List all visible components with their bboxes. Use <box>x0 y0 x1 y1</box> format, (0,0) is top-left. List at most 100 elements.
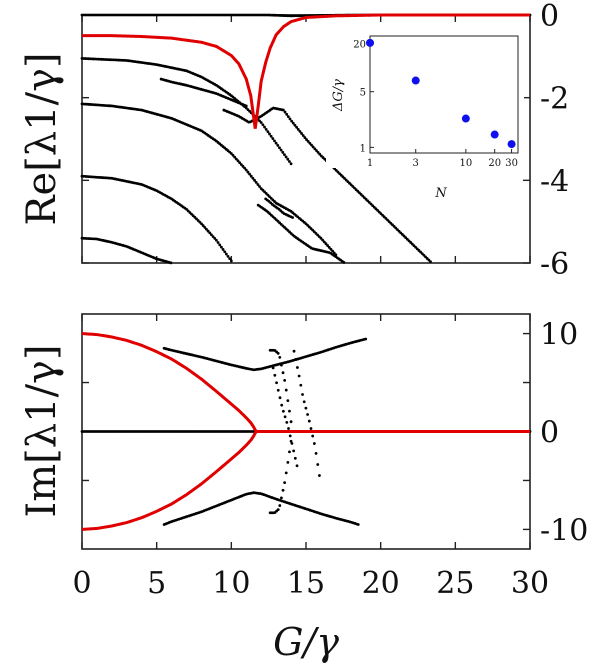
im-branch-5-point <box>284 471 288 475</box>
inset-ytick-label: 5 <box>360 88 366 99</box>
im-branch-2-point <box>278 396 282 400</box>
re-branch-3-point <box>315 149 318 152</box>
inset-data-point <box>490 130 499 139</box>
im-branch-3-point <box>296 366 299 369</box>
re-branch-1-point <box>289 162 293 166</box>
re-branch-3-point <box>285 112 289 116</box>
im-ytick-label: 0 <box>540 416 559 451</box>
im-xticks: 0 5 10 15 20 25 30 <box>72 314 549 601</box>
im-branch-2-point <box>271 366 275 370</box>
inset-background <box>326 32 524 168</box>
im-xtick-label: 15 <box>287 566 325 601</box>
inset-ytick-label: 20 <box>353 40 366 51</box>
re-branch-3-point <box>298 130 302 133</box>
re-branch-3-point <box>301 134 305 137</box>
im-branch-5-point <box>276 508 280 512</box>
inset-plot: ΔG/γ N 1 3 10 20 30 1 5 20 <box>326 32 524 201</box>
im-branch-3-point <box>301 393 304 396</box>
im-branch-3-point <box>316 463 320 466</box>
re-branch-1-point <box>274 141 278 145</box>
re-branch-1-point <box>279 148 283 152</box>
re-branch-3-point <box>291 121 295 125</box>
re-branch-4-point <box>229 152 233 155</box>
im-branch-3-point <box>299 383 303 387</box>
im-branch-3-point <box>294 357 298 361</box>
re-ytick-label: -4 <box>540 164 569 199</box>
im-panel: Im[λ1/γ] G/γ 10 0 -10 0 5 10 15 20 25 30 <box>19 313 588 664</box>
im-xlabel: G/γ <box>273 620 339 664</box>
im-branch-3-point <box>312 442 316 445</box>
im-red-curve-upper <box>81 332 530 433</box>
im-xtick-label: 0 <box>72 566 91 601</box>
re-branch-4-point <box>324 242 328 246</box>
re-branch-4-point <box>243 166 247 170</box>
inset-xtick-label: 30 <box>505 158 518 169</box>
im-branch-2-point <box>275 381 278 385</box>
re-branch-8-point <box>291 216 294 219</box>
re-branch-3-point <box>305 138 308 141</box>
im-branch-3-point <box>292 349 296 353</box>
re-branch-3-point <box>293 123 297 127</box>
re-branch-4-point <box>321 238 324 242</box>
re-branch-3-point <box>281 108 285 112</box>
re-branch-4-point <box>248 172 251 176</box>
re-branch-4-point <box>327 245 331 249</box>
re-branch-1-point <box>286 157 290 161</box>
re-branch-4-point <box>319 236 323 240</box>
re-branch-3-point <box>308 141 312 145</box>
im-branch-0-point <box>364 337 368 341</box>
im-branch-4-point <box>283 378 287 382</box>
re-branch-4-point <box>331 249 334 253</box>
re-branch-1-point <box>271 137 275 140</box>
inset-axes-frame <box>369 35 519 154</box>
inset-data-point <box>461 114 470 123</box>
im-ylabel: Im[λ1/γ] <box>19 344 65 517</box>
im-xtick-label: 20 <box>362 566 400 601</box>
re-panel: Re[λ1/γ] 0 -2 -4 -6 ΔG/γ N 1 3 10 20 30 1 5 20 <box>19 0 569 282</box>
re-ytick-label: 0 <box>540 0 559 34</box>
re-branch-1-point <box>281 150 285 154</box>
re-branch-4-point <box>329 247 333 251</box>
re-branch-3-point <box>318 152 322 156</box>
re-red-curve <box>82 13 530 129</box>
re-branch-4-point <box>234 157 238 161</box>
re-branch-4-point <box>233 155 237 159</box>
inset-data-point <box>507 140 516 149</box>
im-branch-4-point <box>281 371 285 375</box>
re-branch-4-point <box>253 178 256 182</box>
im-red-curve-lower <box>81 430 258 531</box>
re-branch-4-point <box>244 168 248 172</box>
inset-xtick-label: 10 <box>459 158 472 169</box>
im-branch-5-point <box>278 504 282 507</box>
re-branch-3-point <box>290 119 294 123</box>
re-branch-5-point <box>226 254 230 258</box>
re-branch-1-point <box>264 127 268 131</box>
im-branch-3-point <box>309 427 313 430</box>
re-branch-3-point <box>295 125 298 129</box>
im-branch-1-point <box>356 523 360 526</box>
re-branch-4-point <box>231 153 235 157</box>
im-branch-4-point <box>284 388 288 392</box>
re-branch-3-point <box>306 140 310 143</box>
re-branch-5-point <box>210 233 213 237</box>
re-branch-1-point <box>276 144 280 147</box>
im-xtick-label: 10 <box>212 566 250 601</box>
re-branch-1-point <box>259 121 263 124</box>
im-branch-3-point <box>304 406 308 410</box>
inset-xlabel: N <box>434 186 447 201</box>
re-ytick-label: -2 <box>540 82 569 117</box>
inset-ytick-label: 1 <box>360 143 366 154</box>
im-xtick-label: 25 <box>436 566 474 601</box>
im-branch-4-point <box>278 356 282 359</box>
re-branch-4-point <box>246 170 250 174</box>
im-branch-3-point <box>297 374 301 378</box>
im-branch-2-point <box>295 464 299 468</box>
re-branch-4-point <box>251 176 255 180</box>
im-branch-3-point <box>306 413 309 416</box>
inset-xtick-label: 1 <box>367 158 373 169</box>
re-yticks: 0 -2 -4 -6 <box>81 0 569 282</box>
re-branch-5-point <box>218 243 222 247</box>
re-branch-7-point <box>342 260 346 264</box>
re-branch-3-point <box>303 136 307 139</box>
re-branch-4-point <box>322 240 326 244</box>
